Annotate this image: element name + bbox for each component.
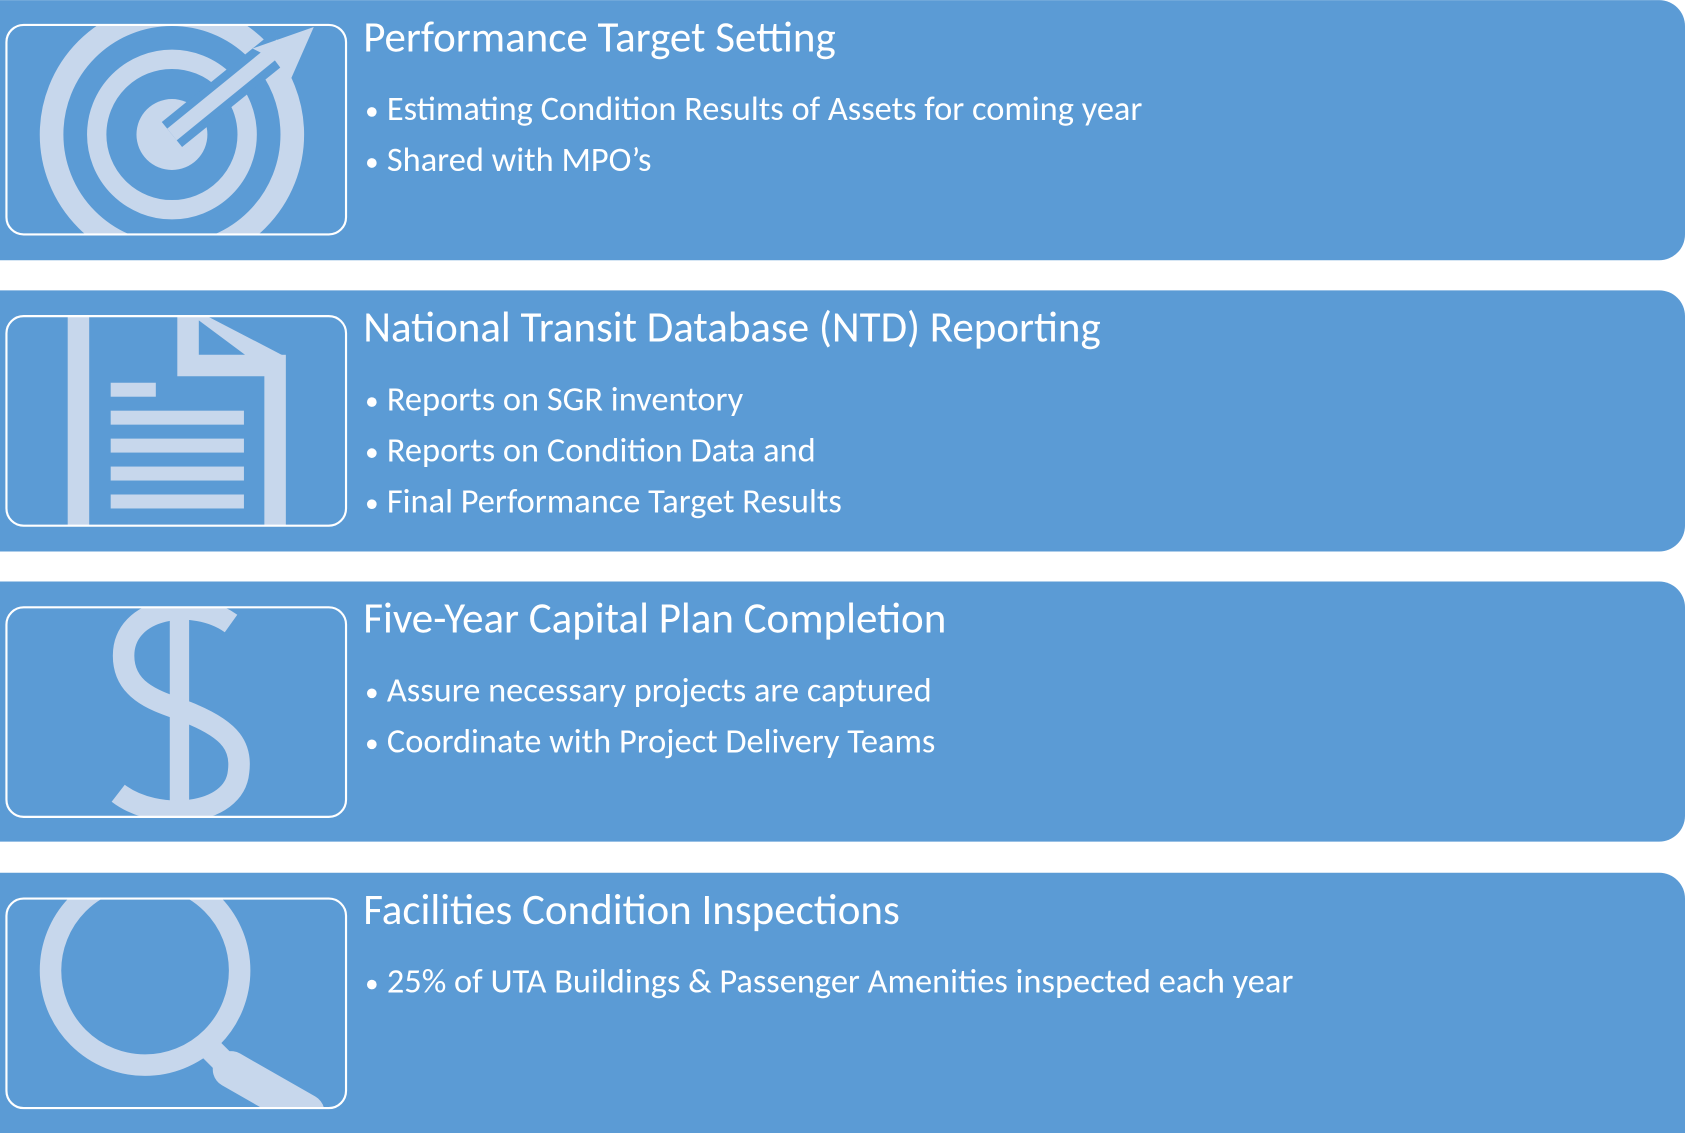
bullet-text: Final Performance Target Results <box>387 480 842 522</box>
panel <box>0 581 1685 842</box>
document-icon <box>67 316 286 526</box>
bullet-text: Coordinate with Project Delivery Teams <box>387 721 936 763</box>
bullet-text: Reports on SGR inventory <box>387 378 744 420</box>
bullet-dot <box>366 107 377 117</box>
dollar-icon <box>111 607 250 817</box>
section-title: Facilities Condition Inspections <box>363 883 900 936</box>
icon-frames <box>5 23 348 1110</box>
bullet-dot <box>366 448 377 458</box>
bullet-dot <box>366 688 377 699</box>
icon-frame <box>5 606 348 818</box>
bullet-dot <box>366 499 377 510</box>
icon-frame <box>5 315 348 527</box>
bullet-text: Reports on Condition Data and <box>387 429 816 471</box>
bullet-dot <box>366 979 377 990</box>
bullet-text: Shared with MPO’s <box>387 139 652 181</box>
icon-frame <box>5 23 348 236</box>
bullet-text: Estimating Condition Results of Assets f… <box>387 88 1143 130</box>
bullet-dot <box>366 739 377 750</box>
panel <box>0 290 1685 552</box>
magnifier-icon <box>39 898 325 1109</box>
panel <box>0 0 1685 261</box>
bullet-dot <box>366 397 377 407</box>
icon-frame <box>5 897 348 1110</box>
target-icon <box>39 24 314 235</box>
texts: Performance Target Setting Estimating Con… <box>363 10 1293 1002</box>
section-title: National Transit Database (NTD) Reportin… <box>363 300 1100 353</box>
panel <box>0 872 1685 1133</box>
bullet-text: 25% of UTA Buildings & Passenger Ameniti… <box>387 961 1294 1003</box>
section-title: Performance Target Setting <box>363 10 835 63</box>
bullet-text: Assure necessary projects are captured <box>387 670 932 712</box>
section-title: Five-Year Capital Plan Completion <box>363 592 946 645</box>
bullet-dot <box>366 158 377 168</box>
